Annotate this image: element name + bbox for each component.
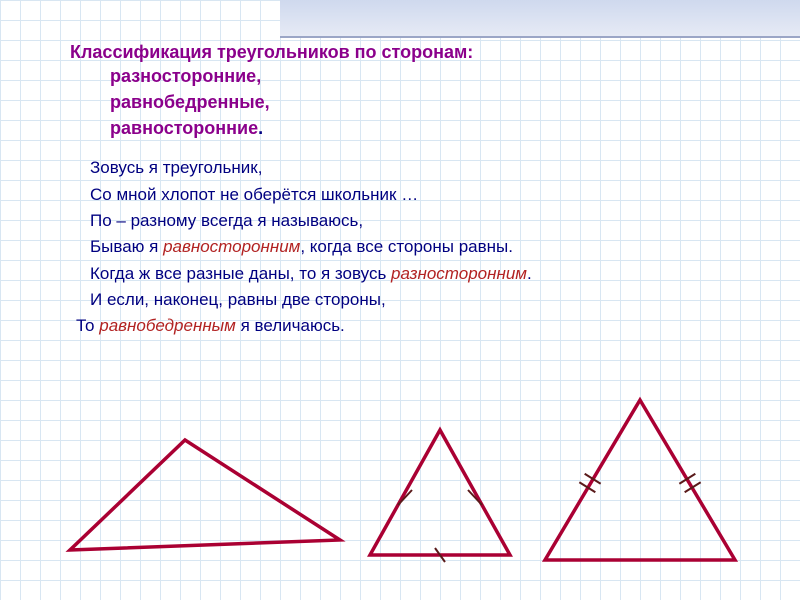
poem-text: Бываю я (90, 237, 163, 256)
classification-equilateral: равносторонние. (110, 115, 770, 141)
poem-emphasis: равносторонним (163, 237, 300, 256)
poem-line: Зовусь я треугольник, (90, 155, 770, 181)
slide-content: Классификация треугольников по сторонам:… (0, 0, 800, 340)
classification-scalene: разносторонние, (110, 63, 770, 89)
classification-isosceles: равнобедренные, (110, 89, 770, 115)
poem-line: То равнобедренным я величаюсь. (76, 313, 770, 339)
poem-emphasis: разносторонним (391, 264, 527, 283)
poem-text: Со мной хлопот не оберётся школьник … (90, 185, 418, 204)
poem-text: . (527, 264, 532, 283)
poem-text: То (76, 316, 99, 335)
poem-line: По – разному всегда я называюсь, (90, 208, 770, 234)
poem-text: По – разному всегда я называюсь, (90, 211, 363, 230)
poem-line: Когда ж все разные даны, то я зовусь раз… (90, 261, 770, 287)
poem-line: Со мной хлопот не оберётся школьник … (90, 182, 770, 208)
slide-title: Классификация треугольников по сторонам: (70, 42, 770, 63)
poem-text: И если, наконец, равны две стороны, (90, 290, 386, 309)
poem-text: я величаюсь. (236, 316, 345, 335)
poem-emphasis: равнобедренным (99, 316, 236, 335)
poem-text: , когда все стороны равны. (300, 237, 513, 256)
poem-line: И если, наконец, равны две стороны, (90, 287, 770, 313)
poem-block: Зовусь я треугольник, Со мной хлопот не о… (90, 155, 770, 339)
poem-line: Бываю я равносторонним, когда все сторон… (90, 234, 770, 260)
poem-text: Зовусь я треугольник, (90, 158, 262, 177)
poem-text: Когда ж все разные даны, то я зовусь (90, 264, 391, 283)
